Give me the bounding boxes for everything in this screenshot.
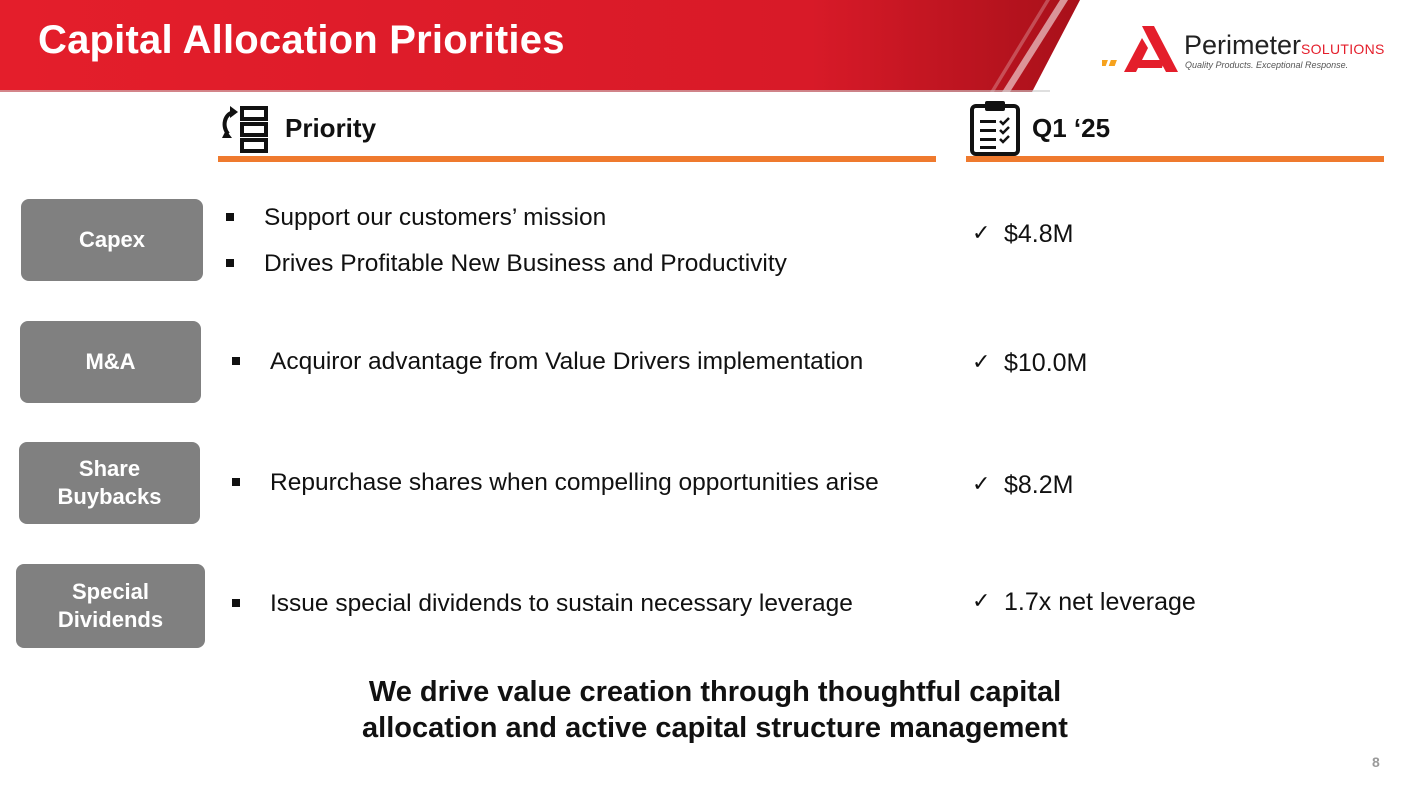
checkmark-icon: ✓: [972, 220, 991, 245]
clipboard-checklist-icon: [970, 101, 1020, 156]
checkmark-icon: ✓: [972, 471, 991, 496]
priority-column-rule: [218, 156, 936, 162]
bullet-square-icon: [232, 599, 240, 607]
bullet-text: Support our customers’ mission: [264, 204, 607, 231]
slide-title: Capital Allocation Priorities: [38, 18, 565, 62]
priority-column-header: Priority: [218, 100, 936, 162]
quarter-column-header: Q1 ‘25: [966, 100, 1384, 162]
logo-tagline: Quality Products. Exceptional Response.: [1185, 60, 1349, 70]
logo-name: Perimeter: [1184, 30, 1302, 60]
bullet-square-icon: [232, 357, 240, 365]
result-value: $10.0M: [1004, 349, 1088, 377]
bullet-item: Repurchase shares when compelling opport…: [232, 469, 879, 497]
quarter-column-label: Q1 ‘25: [1032, 113, 1111, 143]
title-banner-shape: [0, 0, 1080, 92]
result-share-buybacks: ✓ $8.2M: [972, 471, 1074, 500]
category-pill-share-buybacks: Share Buybacks: [19, 442, 200, 524]
perimeter-logo: PerimeterSOLUTIONS Quality Products. Exc…: [1102, 24, 1402, 76]
checkmark-icon: ✓: [972, 588, 991, 613]
page-number: 8: [1372, 754, 1380, 770]
bullet-item: Support our customers’ mission: [226, 204, 607, 232]
result-capex: ✓ $4.8M: [972, 220, 1074, 249]
bullet-text: Acquiror advantage from Value Drivers im…: [270, 348, 864, 375]
closing-statement: We drive value creation through thoughtf…: [362, 676, 1068, 744]
bullet-square-icon: [232, 478, 240, 486]
title-banner: Capital Allocation Priorities: [0, 0, 1426, 92]
bullet-text: Repurchase shares when compelling opport…: [270, 469, 879, 496]
bullet-square-icon: [226, 259, 234, 267]
result-value: $4.8M: [1004, 220, 1074, 248]
result-special-dividends: ✓ 1.7x net leverage: [972, 588, 1196, 617]
bullet-square-icon: [226, 213, 234, 221]
category-pill-capex: Capex: [21, 199, 203, 281]
result-ma: ✓ $10.0M: [972, 349, 1088, 378]
bullet-text: Drives Profitable New Business and Produ…: [264, 250, 787, 277]
result-value: $8.2M: [1004, 471, 1074, 499]
category-pill-special-dividends: Special Dividends: [16, 564, 205, 648]
logo-suffix: SOLUTIONS: [1301, 41, 1385, 57]
quarter-column-rule: [966, 156, 1384, 162]
bullet-text: Issue special dividends to sustain neces…: [270, 590, 853, 617]
perimeter-logo-mark-icon: [1102, 26, 1178, 72]
category-pill-ma: M&A: [20, 321, 201, 403]
priority-column-label: Priority: [285, 113, 377, 143]
bullet-item: Acquiror advantage from Value Drivers im…: [232, 348, 864, 376]
result-value: 1.7x net leverage: [1004, 588, 1196, 616]
logo-wordmark: PerimeterSOLUTIONS: [1184, 30, 1385, 61]
checkmark-icon: ✓: [972, 349, 991, 374]
bullet-item: Issue special dividends to sustain neces…: [232, 590, 853, 618]
bullet-item: Drives Profitable New Business and Produ…: [226, 250, 787, 278]
priority-reorder-icon: [222, 106, 268, 153]
